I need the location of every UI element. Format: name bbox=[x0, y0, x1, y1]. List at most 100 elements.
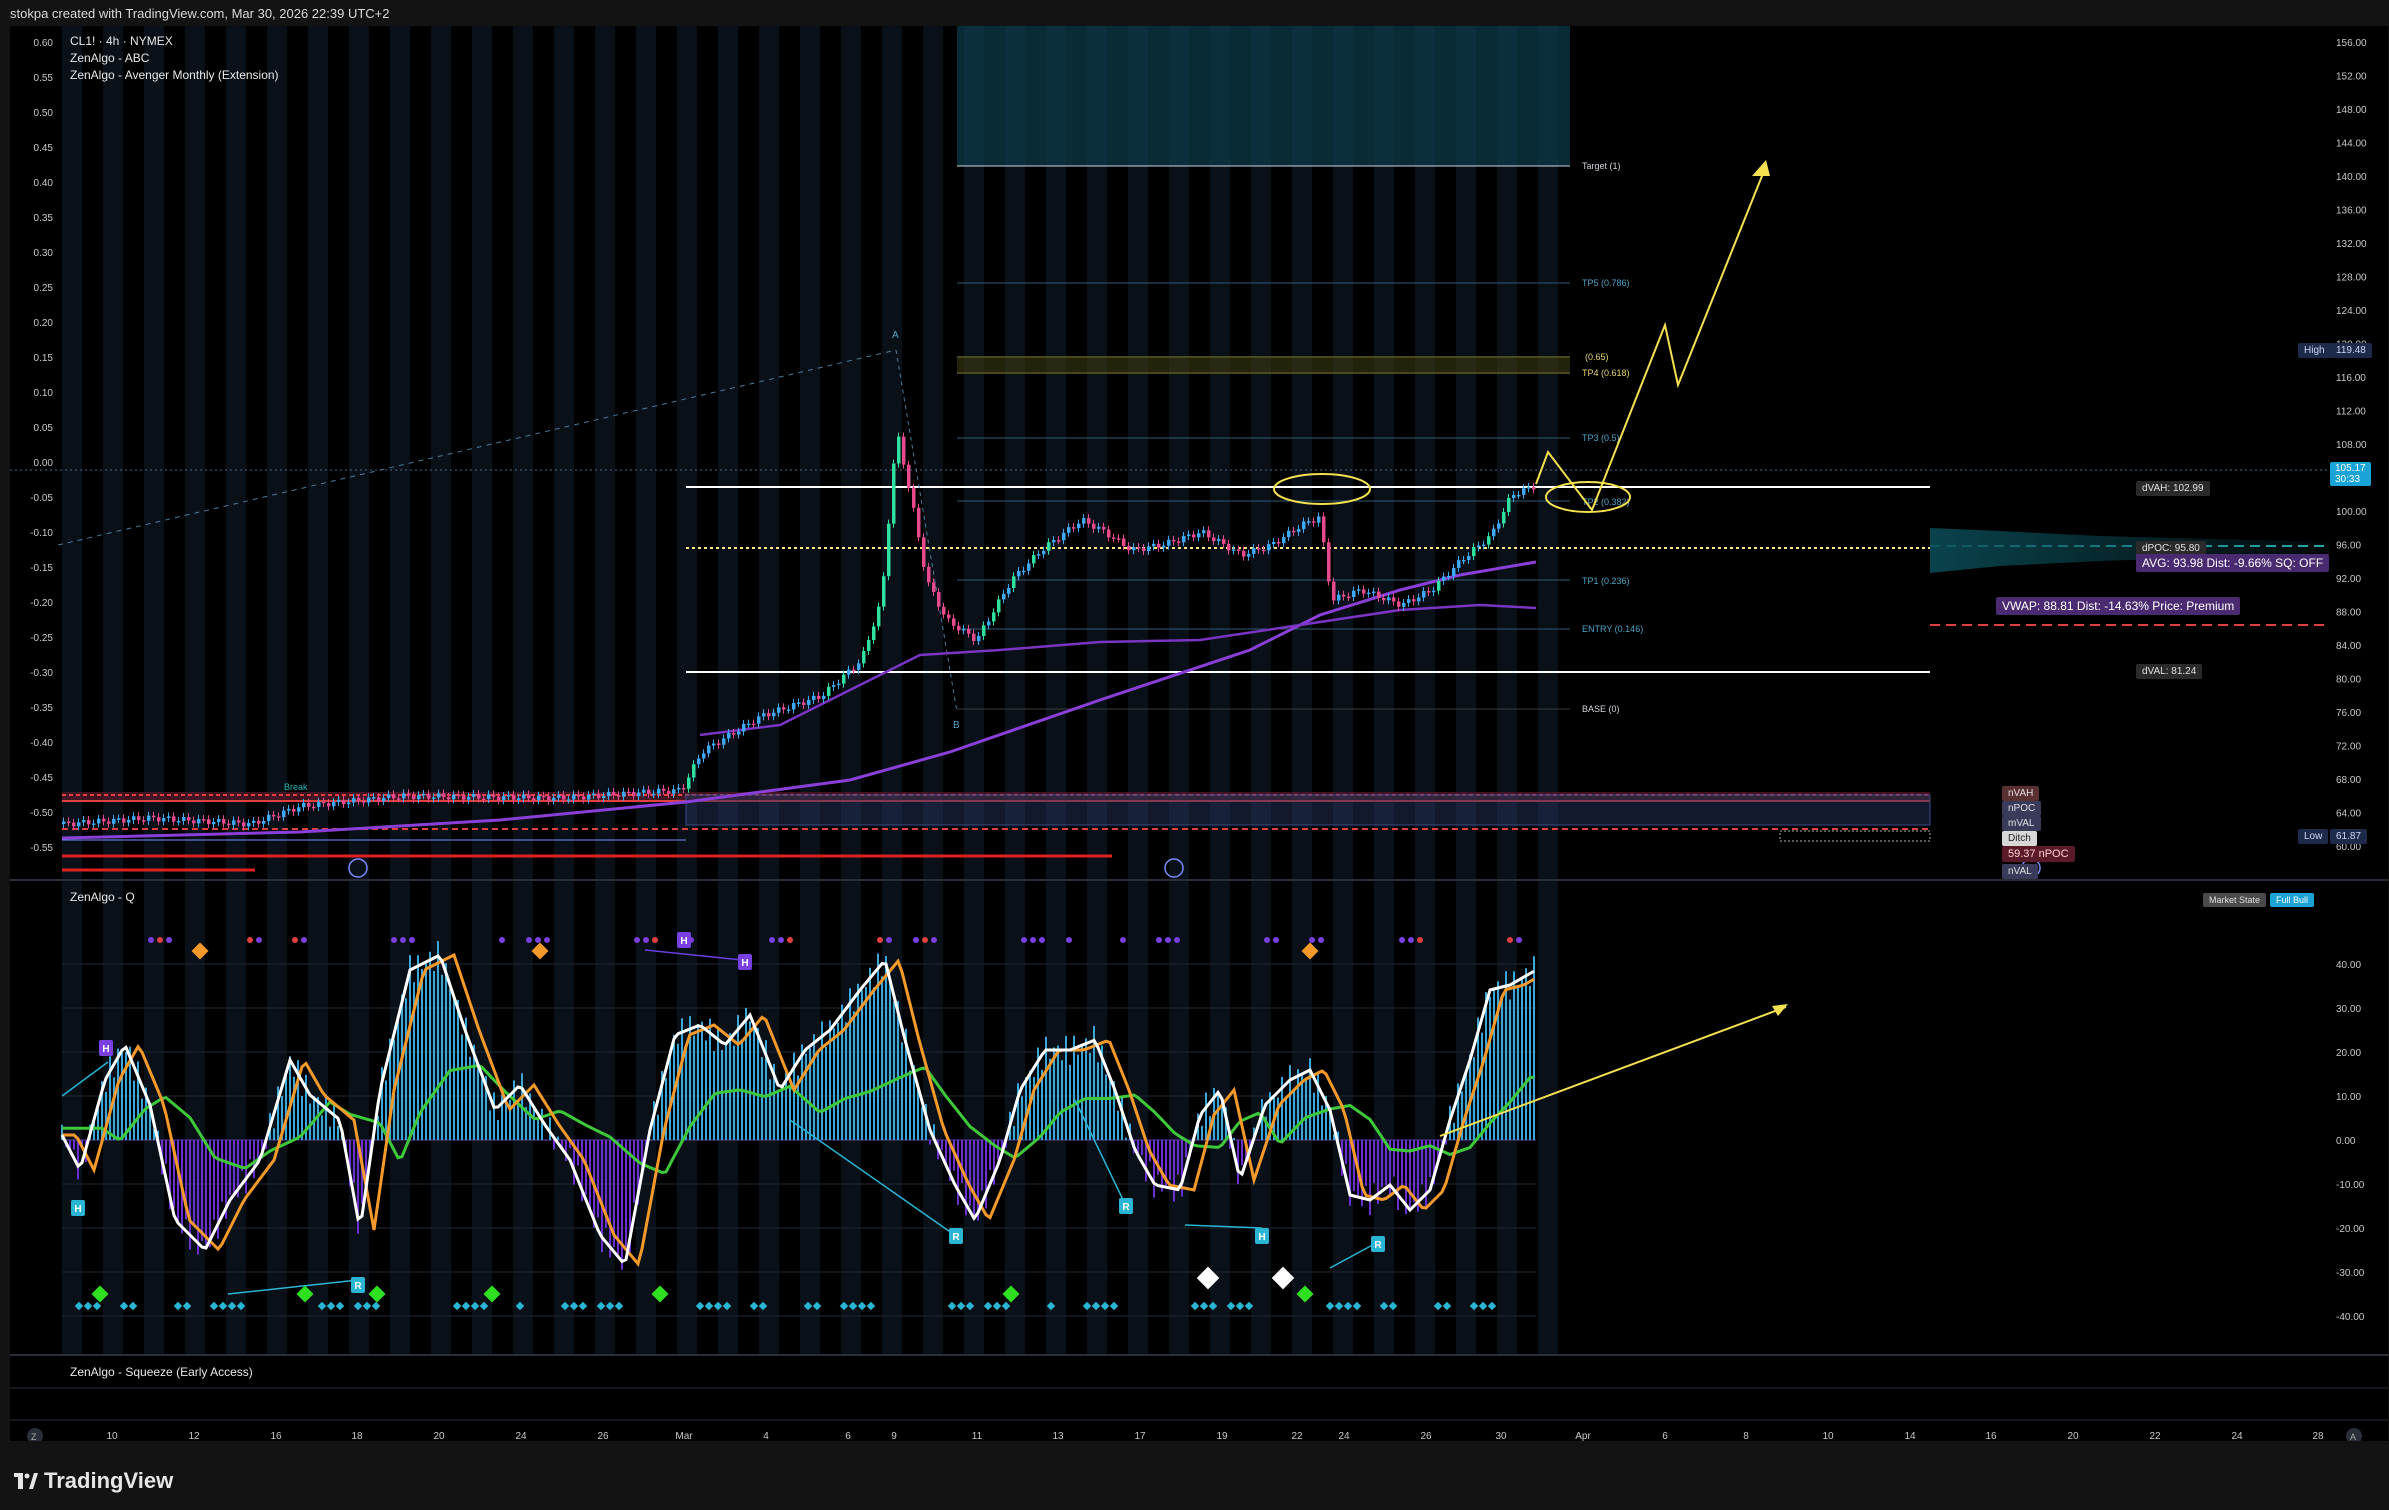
price-tick: 152.00 bbox=[2336, 72, 2367, 83]
candle-body bbox=[1172, 539, 1176, 542]
time-axis-corner-icons[interactable]: Z A bbox=[27, 1428, 2362, 1444]
candle-body bbox=[1412, 599, 1416, 602]
candle-body bbox=[447, 797, 451, 800]
candle-body bbox=[132, 816, 136, 820]
candlestick-series[interactable] bbox=[62, 432, 1536, 831]
candle-body bbox=[942, 606, 946, 615]
session-stripe bbox=[554, 26, 574, 1355]
oscillator-smooth-line bbox=[62, 952, 1535, 1267]
candle-body bbox=[1272, 541, 1276, 545]
time-axis[interactable]: 10 12 16 18 20 24 26 Mar 4 6 9 11 13 17 19 22 24 26 30 Apr 6… bbox=[106, 1431, 2324, 1442]
candle-body bbox=[97, 818, 101, 824]
candle-body bbox=[1402, 602, 1406, 607]
bottom-signal-dot bbox=[353, 1301, 363, 1311]
oscillator-axis[interactable]: 40.00 30.00 20.00 10.00 0.00 -10.00 -20.00 -30.… bbox=[2336, 960, 2365, 1323]
symbol-legend[interactable]: CL1! · 4h · NYMEX bbox=[70, 34, 173, 48]
top-signal-dot bbox=[292, 937, 298, 943]
chart-area[interactable]: Target (1) TP5 (0.786) (0.65) TP4 (0.618… bbox=[10, 26, 2388, 1444]
divergence-marker bbox=[71, 1200, 85, 1216]
tradingview-logo[interactable]: TradingView bbox=[14, 1468, 173, 1494]
candle-body bbox=[427, 793, 431, 799]
candle-body bbox=[1292, 530, 1296, 533]
candle-body bbox=[1502, 511, 1506, 524]
bottom-signal-dot bbox=[956, 1301, 966, 1311]
bottom-signal-dot bbox=[596, 1301, 606, 1311]
candle-body bbox=[1522, 488, 1526, 495]
candle-body bbox=[537, 795, 541, 801]
candle-body bbox=[827, 686, 831, 696]
candle-body bbox=[502, 796, 506, 801]
indicator-legend-squeeze[interactable]: ZenAlgo - Squeeze (Early Access) bbox=[70, 1365, 253, 1379]
top-signal-dot bbox=[166, 937, 172, 943]
top-signal-dot bbox=[157, 937, 163, 943]
candle-body bbox=[1332, 581, 1336, 601]
candle-body bbox=[267, 814, 271, 821]
session-stripe bbox=[62, 26, 82, 1355]
bottom-signal-dot bbox=[857, 1301, 867, 1311]
candle-body bbox=[737, 731, 741, 735]
top-signal-dot bbox=[1273, 937, 1279, 943]
top-signal-dot bbox=[1039, 937, 1045, 943]
chart-canvas[interactable]: Target (1) TP5 (0.786) (0.65) TP4 (0.618… bbox=[10, 26, 2388, 1444]
candle-body bbox=[317, 801, 321, 807]
candle-body bbox=[187, 816, 191, 821]
candle-body bbox=[597, 793, 601, 799]
bottom-signal-dot bbox=[1388, 1301, 1398, 1311]
divergence-markers: H H R R H H H R R bbox=[71, 932, 1385, 1293]
candle-body bbox=[357, 797, 361, 801]
candle-body bbox=[567, 799, 571, 801]
top-signal-dot bbox=[400, 937, 406, 943]
session-stripe bbox=[144, 26, 164, 1355]
candle-body bbox=[1117, 538, 1121, 540]
top-signal-dot bbox=[409, 937, 415, 943]
candle-body bbox=[902, 436, 906, 465]
candle-body bbox=[1462, 559, 1466, 562]
bottom-signal-dot bbox=[515, 1301, 525, 1311]
session-stripe bbox=[1538, 26, 1558, 1355]
indicator-legend-q[interactable]: ZenAlgo - Q bbox=[70, 890, 135, 904]
price-tick: 140.00 bbox=[2336, 172, 2367, 183]
candle-body bbox=[1262, 549, 1266, 552]
replay-icon[interactable] bbox=[348, 858, 368, 878]
candle-body bbox=[887, 523, 891, 577]
candle-body bbox=[237, 820, 241, 823]
price-tick: 84.00 bbox=[2336, 641, 2361, 652]
top-signal-dot bbox=[256, 937, 262, 943]
time-tick: 12 bbox=[188, 1431, 200, 1441]
candle-body bbox=[1197, 533, 1201, 538]
candle-body bbox=[922, 537, 926, 567]
bottom-signal-dot bbox=[965, 1301, 975, 1311]
candle-body bbox=[547, 796, 551, 801]
candle-body bbox=[742, 723, 746, 732]
candle-body bbox=[92, 823, 96, 825]
price-tick: 68.00 bbox=[2336, 775, 2361, 786]
fib-label: TP1 (0.236) bbox=[1582, 576, 1630, 586]
candle-body bbox=[1307, 521, 1311, 523]
indicator-legend-avenger[interactable]: ZenAlgo - Avenger Monthly (Extension) bbox=[70, 68, 279, 82]
top-signal-dot bbox=[301, 937, 307, 943]
candle-body bbox=[787, 709, 791, 711]
candle-body bbox=[1287, 530, 1291, 538]
indicator-legend-abc[interactable]: ZenAlgo - ABC bbox=[70, 51, 150, 65]
bottom-signal-dot bbox=[1442, 1301, 1452, 1311]
candle-body bbox=[1052, 540, 1056, 543]
time-tick: 26 bbox=[597, 1431, 609, 1441]
candle-body bbox=[762, 713, 766, 717]
divergence-marker-label: H bbox=[680, 936, 687, 947]
session-stripe bbox=[226, 26, 246, 1355]
candle-body bbox=[232, 820, 236, 825]
ratio-axis[interactable]: 0.60 0.55 0.50 0.45 0.40 0.35 0.30 0.25 0.20 0.15… bbox=[30, 38, 53, 854]
replay-icon[interactable] bbox=[1164, 858, 1184, 878]
bottom-signal-dot bbox=[758, 1301, 768, 1311]
candle-body bbox=[307, 802, 311, 807]
time-tick: 14 bbox=[1904, 1431, 1916, 1441]
divergence-marker-label: H bbox=[74, 1204, 81, 1215]
time-tick: 24 bbox=[515, 1431, 527, 1441]
candle-body bbox=[582, 796, 586, 800]
dpoc-label: dPOC: 95.80 bbox=[2136, 541, 2206, 556]
ratio-tick: 0.20 bbox=[34, 318, 54, 329]
divergence-marker bbox=[1255, 1228, 1269, 1244]
price-tick: 132.00 bbox=[2336, 239, 2367, 250]
divergence-marker-label: H bbox=[1258, 1232, 1265, 1243]
sell-signal-diamond bbox=[191, 942, 209, 960]
